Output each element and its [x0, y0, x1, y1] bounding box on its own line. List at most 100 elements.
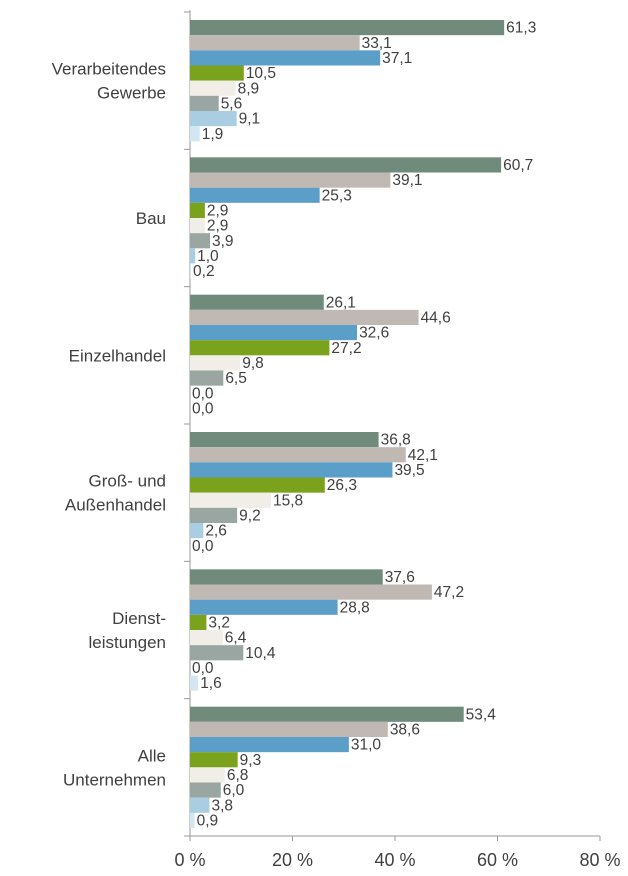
value-label: 0,0 [192, 538, 214, 555]
value-label: 2,9 [207, 203, 229, 220]
value-label: 31,0 [351, 737, 382, 754]
bar [190, 721, 388, 737]
value-label: 39,1 [392, 172, 422, 189]
value-label: 1,6 [200, 675, 222, 692]
bar [190, 35, 360, 51]
bar [190, 523, 204, 539]
value-label: 0,2 [193, 263, 215, 280]
bar [190, 325, 358, 341]
value-label: 37,6 [385, 569, 415, 586]
category-label: Groß- und Außenhandel [65, 472, 166, 515]
category-label-line: Dienst- [112, 609, 166, 628]
bar [190, 355, 241, 371]
bar [190, 462, 393, 478]
value-label: 27,2 [331, 340, 361, 357]
bar [190, 65, 244, 81]
value-label: 6,8 [227, 767, 249, 784]
bar [190, 370, 224, 386]
bar [190, 584, 432, 600]
bar [190, 218, 205, 234]
bar [190, 50, 381, 66]
bar [190, 447, 406, 463]
value-label: 1,9 [202, 126, 224, 143]
category-label-line: Verarbeitendes [52, 60, 166, 79]
bar [190, 157, 502, 173]
x-tick-label: 20 % [272, 850, 313, 870]
category-label: Bau [136, 209, 166, 228]
bar [190, 294, 324, 310]
category-label: Einzelhandel [69, 346, 166, 365]
value-label: 15,8 [273, 492, 303, 509]
value-label: 26,1 [326, 294, 356, 311]
value-label: 6,0 [223, 782, 245, 799]
bar [190, 20, 505, 36]
bar [190, 80, 236, 96]
value-label: 39,5 [394, 462, 424, 479]
category-label-line: Gewerbe [97, 84, 166, 103]
value-label: 44,6 [421, 310, 451, 327]
bar [190, 432, 379, 448]
category-label-line: Unternehmen [63, 770, 166, 789]
bar [190, 187, 320, 203]
value-label: 0,0 [192, 660, 214, 677]
value-label: 37,1 [382, 50, 412, 67]
bar [190, 599, 338, 615]
x-tick-label: 0 % [174, 850, 205, 870]
value-label: 60,7 [503, 157, 533, 174]
value-label: 3,9 [212, 233, 234, 250]
bar [190, 782, 221, 798]
bar [190, 706, 464, 722]
value-label: 0,9 [197, 813, 219, 830]
value-label: 0,0 [192, 385, 214, 402]
bar [190, 752, 238, 768]
value-label: 61,3 [506, 20, 536, 37]
value-label: 8,9 [238, 80, 260, 97]
value-label: 42,1 [408, 447, 438, 464]
bar [190, 340, 330, 356]
bar [190, 507, 238, 523]
value-label: 2,6 [205, 523, 227, 540]
value-label: 9,3 [240, 752, 262, 769]
value-label: 3,2 [208, 615, 230, 632]
bar [190, 477, 325, 493]
bar [190, 645, 244, 661]
value-label: 25,3 [322, 187, 352, 204]
value-label: 36,8 [381, 432, 411, 449]
x-tick-label: 60 % [477, 850, 518, 870]
value-label: 0,0 [192, 401, 214, 418]
category-label-line: Groß- und [89, 472, 166, 491]
x-tick-label: 80 % [579, 850, 620, 870]
category-label: Dienst-leistungen [88, 609, 166, 652]
bar [190, 675, 199, 691]
value-label: 9,2 [239, 508, 261, 525]
value-label: 47,2 [434, 584, 464, 601]
value-label: 33,1 [362, 35, 392, 52]
value-label: 1,0 [197, 248, 219, 265]
value-label: 38,6 [390, 722, 420, 739]
value-label: 53,4 [466, 706, 497, 723]
bar [190, 492, 271, 508]
bar [190, 737, 349, 753]
category-label-line: Alle [138, 746, 166, 765]
value-label: 26,3 [327, 477, 357, 494]
value-label: 9,1 [239, 111, 261, 128]
category-label-line: Außenhandel [65, 496, 166, 515]
category-label-line: Bau [136, 209, 166, 228]
bar [190, 614, 207, 630]
bar [190, 248, 196, 264]
value-label: 28,8 [340, 599, 370, 616]
value-label: 32,6 [359, 325, 389, 342]
value-label: 3,8 [211, 797, 233, 814]
bar [190, 797, 210, 813]
bar [190, 630, 223, 646]
category-label: Verarbeitendes Gewerbe [52, 60, 166, 103]
bar [190, 569, 383, 585]
value-label: 10,4 [245, 645, 276, 662]
bar [190, 172, 391, 188]
category-label: Alle Unternehmen [63, 746, 166, 789]
value-label: 9,8 [242, 355, 264, 372]
category-label-line: leistungen [88, 633, 166, 652]
bar [190, 111, 237, 127]
value-label: 2,9 [207, 218, 229, 235]
